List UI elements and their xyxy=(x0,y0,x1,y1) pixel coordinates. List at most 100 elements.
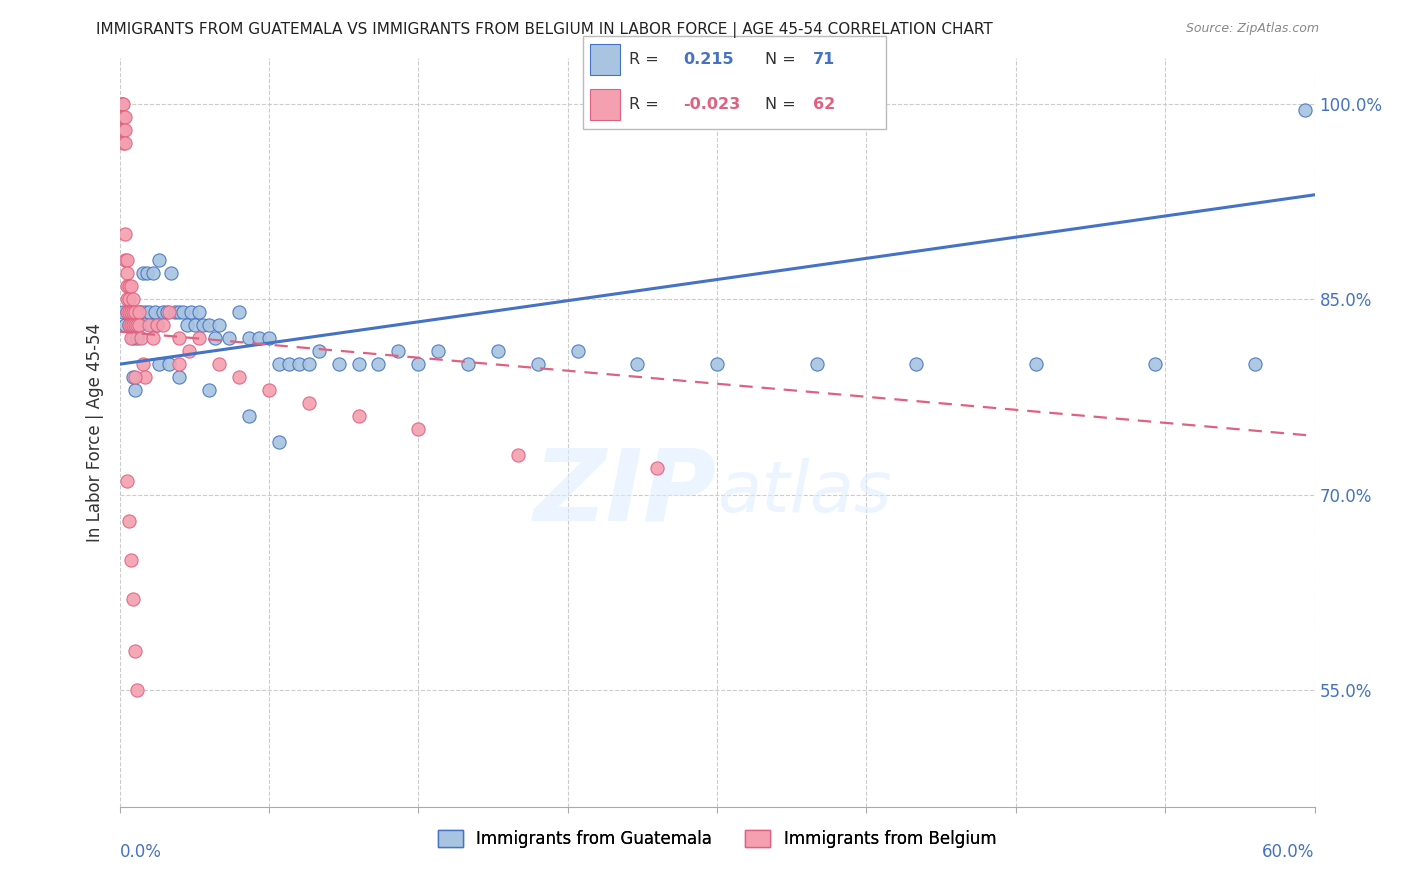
Point xyxy=(247,331,270,345)
Point xyxy=(288,357,311,371)
Point xyxy=(118,318,141,332)
Point xyxy=(127,331,149,345)
Point xyxy=(124,384,146,398)
Point xyxy=(118,305,141,319)
Point xyxy=(132,357,155,371)
Point xyxy=(238,331,260,345)
Text: N =: N = xyxy=(765,52,796,67)
Text: IMMIGRANTS FROM GUATEMALA VS IMMIGRANTS FROM BELGIUM IN LABOR FORCE | AGE 45-54 : IMMIGRANTS FROM GUATEMALA VS IMMIGRANTS … xyxy=(96,22,993,38)
Point xyxy=(367,357,389,371)
Point xyxy=(180,305,202,319)
Point xyxy=(131,331,153,345)
Point xyxy=(228,305,250,319)
Point xyxy=(567,344,589,359)
Point xyxy=(131,305,153,319)
Point xyxy=(114,110,136,124)
Text: Source: ZipAtlas.com: Source: ZipAtlas.com xyxy=(1185,22,1319,36)
Point xyxy=(118,514,141,528)
Point xyxy=(188,305,211,319)
Legend: Immigrants from Guatemala, Immigrants from Belgium: Immigrants from Guatemala, Immigrants fr… xyxy=(432,823,1002,855)
Text: 62: 62 xyxy=(813,96,835,112)
Point xyxy=(112,305,135,319)
Text: 60.0%: 60.0% xyxy=(1263,843,1315,861)
Point xyxy=(134,305,156,319)
Point xyxy=(138,305,160,319)
Point xyxy=(408,357,430,371)
Text: 0.0%: 0.0% xyxy=(120,843,162,861)
Text: -0.023: -0.023 xyxy=(683,96,741,112)
Point xyxy=(228,370,250,384)
Point xyxy=(127,683,149,698)
Point xyxy=(277,357,299,371)
Point xyxy=(157,357,180,371)
Point xyxy=(117,475,139,489)
Point xyxy=(145,305,166,319)
Point xyxy=(117,252,139,267)
Point xyxy=(387,344,409,359)
Point xyxy=(118,318,141,332)
Point xyxy=(121,305,143,319)
Point xyxy=(141,318,163,332)
Text: 71: 71 xyxy=(813,52,835,67)
Point xyxy=(298,357,321,371)
Point xyxy=(191,318,215,332)
Point xyxy=(408,422,430,436)
Point xyxy=(114,136,136,150)
Point xyxy=(179,344,201,359)
Point xyxy=(124,318,146,332)
Point xyxy=(110,122,132,136)
Point xyxy=(110,96,132,111)
Point xyxy=(121,552,143,566)
Point xyxy=(427,344,450,359)
Point xyxy=(127,318,149,332)
Point xyxy=(527,357,550,371)
Point xyxy=(122,591,145,606)
Point xyxy=(121,318,143,332)
Point xyxy=(706,357,728,371)
Point xyxy=(117,305,139,319)
Point xyxy=(134,370,156,384)
Point xyxy=(121,305,143,319)
Point xyxy=(208,357,231,371)
Point xyxy=(138,318,160,332)
Point xyxy=(165,305,187,319)
Point xyxy=(626,357,648,371)
Point xyxy=(112,122,135,136)
Point xyxy=(148,252,170,267)
Point xyxy=(142,266,165,280)
Point xyxy=(257,384,280,398)
FancyBboxPatch shape xyxy=(589,89,620,120)
Point xyxy=(148,357,170,371)
Point xyxy=(156,305,179,319)
Text: 0.215: 0.215 xyxy=(683,52,734,67)
Point xyxy=(136,266,159,280)
Point xyxy=(204,331,226,345)
Point xyxy=(328,357,350,371)
Point xyxy=(198,318,221,332)
Point xyxy=(176,318,198,332)
Point xyxy=(172,305,194,319)
Point xyxy=(160,266,183,280)
Point xyxy=(238,409,260,424)
Point xyxy=(128,305,150,319)
Point xyxy=(110,96,132,111)
Point xyxy=(128,318,150,332)
Point xyxy=(122,318,145,332)
Point xyxy=(112,136,135,150)
Point xyxy=(188,331,211,345)
Y-axis label: In Labor Force | Age 45-54: In Labor Force | Age 45-54 xyxy=(86,323,104,542)
Point xyxy=(122,305,145,319)
Point xyxy=(118,292,141,306)
Text: R =: R = xyxy=(628,52,658,67)
Point xyxy=(117,279,139,293)
Text: R =: R = xyxy=(628,96,658,112)
Point xyxy=(298,396,321,410)
Point xyxy=(267,357,290,371)
Point xyxy=(122,292,145,306)
Point xyxy=(146,318,169,332)
Text: N =: N = xyxy=(765,96,796,112)
Point xyxy=(114,318,136,332)
Point xyxy=(169,357,191,371)
Point xyxy=(128,305,150,319)
Point xyxy=(218,331,240,345)
